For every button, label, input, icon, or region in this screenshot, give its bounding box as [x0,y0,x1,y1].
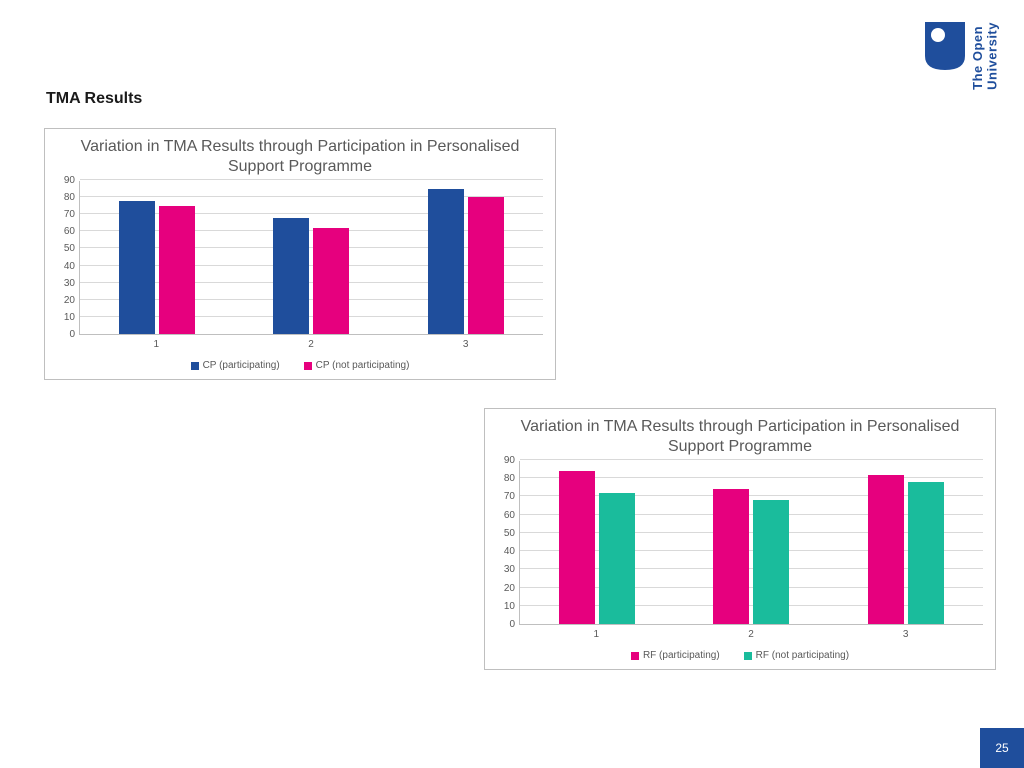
y-tick-label: 60 [64,226,75,237]
y-tick-label: 10 [64,312,75,323]
chart-title: Variation in TMA Results through Partici… [485,409,995,461]
bar [599,493,635,624]
shield-icon [925,22,965,70]
x-axis: 123 [79,335,555,350]
legend-item: CP (not participating) [304,360,410,371]
bar-group [520,461,674,624]
legend-swatch [304,362,312,370]
legend-label: RF (participating) [643,650,720,661]
bar [713,489,749,624]
x-tick-label: 2 [674,625,829,640]
x-tick-label: 3 [828,625,983,640]
page-number-badge: 25 [980,728,1024,768]
legend-label: CP (not participating) [316,360,410,371]
plot-area [79,181,543,335]
bar [559,471,595,624]
y-tick-label: 70 [504,491,515,502]
plot-area [519,461,983,625]
bar-group [80,181,234,334]
y-tick-label: 30 [64,278,75,289]
y-tick-label: 40 [504,546,515,557]
y-tick-label: 20 [504,583,515,594]
bar [273,218,309,334]
y-tick-label: 90 [64,175,75,186]
bar-group [829,461,983,624]
legend-swatch [744,652,752,660]
bar-group [674,461,828,624]
y-tick-label: 20 [64,295,75,306]
y-tick-label: 40 [64,261,75,272]
bar [119,201,155,334]
x-tick-label: 3 [388,335,543,350]
bar [468,197,504,334]
y-tick-label: 50 [504,528,515,539]
y-tick-label: 90 [504,455,515,466]
legend-item: RF (not participating) [744,650,849,661]
y-tick-label: 80 [504,473,515,484]
legend-item: RF (participating) [631,650,720,661]
brand-logo: The OpenUniversity [925,22,1000,90]
bar-group [234,181,388,334]
y-tick-label: 80 [64,192,75,203]
y-tick-label: 50 [64,243,75,254]
bar [428,189,464,334]
bar [313,228,349,334]
bar [753,500,789,624]
bar [159,206,195,334]
x-tick-label: 2 [234,335,389,350]
bar-group [389,181,543,334]
y-axis: 9080706050403020100 [485,461,519,625]
y-axis: 9080706050403020100 [45,181,79,335]
legend-swatch [631,652,639,660]
legend: RF (participating) RF (not participating) [485,640,995,669]
y-tick-label: 0 [509,619,515,630]
x-axis: 123 [519,625,995,640]
legend-label: CP (participating) [203,360,280,371]
chart-title: Variation in TMA Results through Partici… [45,129,555,181]
legend-label: RF (not participating) [756,650,849,661]
page-title: TMA Results [46,90,142,108]
y-tick-label: 60 [504,510,515,521]
chart-rf: Variation in TMA Results through Partici… [484,408,996,670]
chart-cp: Variation in TMA Results through Partici… [44,128,556,380]
x-tick-label: 1 [79,335,234,350]
y-tick-label: 70 [64,209,75,220]
brand-text: The OpenUniversity [971,22,1000,90]
bar [908,482,944,624]
x-tick-label: 1 [519,625,674,640]
y-tick-label: 30 [504,564,515,575]
legend: CP (participating) CP (not participating) [45,350,555,379]
legend-swatch [191,362,199,370]
bar [868,475,904,624]
grid-line [80,179,543,180]
grid-line [520,459,983,460]
y-tick-label: 10 [504,601,515,612]
legend-item: CP (participating) [191,360,280,371]
y-tick-label: 0 [69,329,75,340]
